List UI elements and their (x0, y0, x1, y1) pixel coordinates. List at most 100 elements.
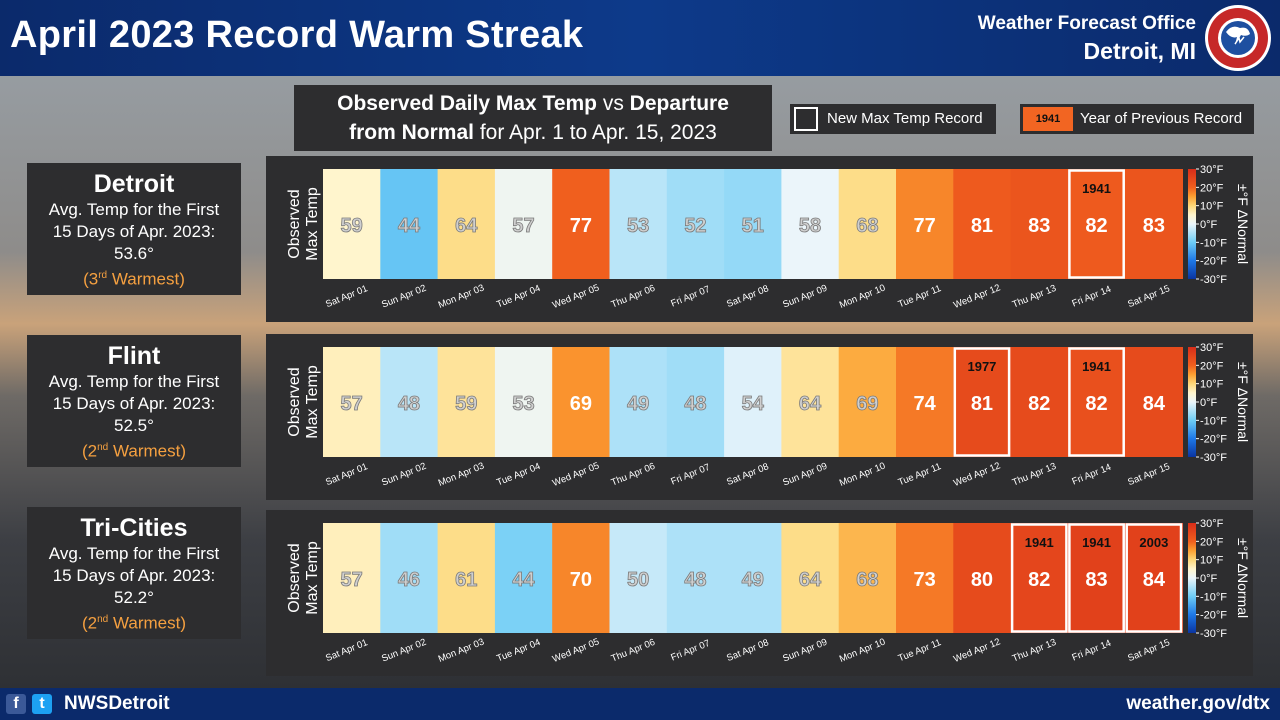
x-tick-label: Thu Apr 06 (610, 461, 657, 489)
subtitle-mid: vs (597, 92, 630, 115)
heatmap-cell (494, 347, 553, 457)
heatmap-cell (1010, 169, 1069, 279)
colorbar-tick-label: -20°F (1200, 434, 1227, 446)
cell-value-label: 68 (856, 215, 878, 237)
cell-value-label: 70 (570, 569, 592, 591)
rank-sup: nd (97, 614, 109, 625)
x-tick-label: Tue Apr 04 (495, 283, 542, 310)
y-axis-label: ObservedMax Temp (286, 365, 321, 439)
cell-value-label: 82 (1085, 215, 1107, 237)
rank-rest: Warmest) (107, 269, 185, 289)
rank-rest: Warmest) (108, 613, 186, 633)
heatmap-cell (896, 169, 954, 279)
city-box-tri-cities: Tri-Cities Avg. Temp for the First 15 Da… (27, 507, 241, 639)
cell-value-label: 77 (570, 215, 592, 237)
x-tick-label: Fri Apr 14 (1070, 462, 1112, 488)
record-box (1010, 523, 1068, 633)
previous-record-year: 1941 (1082, 359, 1111, 374)
cell-value-label: 48 (684, 569, 706, 591)
x-tick-label: Mon Apr 03 (437, 282, 486, 310)
heatmap-cell (896, 347, 954, 457)
x-tick-label: Sat Apr 01 (324, 637, 369, 664)
heatmap-cell (609, 169, 668, 279)
city-line2: 15 Days of Apr. 2023: (52, 222, 216, 241)
heatmap-cell (724, 169, 782, 279)
record-box (1068, 347, 1125, 457)
x-tick-label: Tue Apr 11 (897, 637, 943, 664)
heatmap-cell (609, 523, 668, 633)
previous-record-year: 1941 (1082, 181, 1111, 196)
office-location: Detroit, MI (1083, 38, 1196, 64)
heatmap-cell (781, 347, 840, 457)
nws-seal-logo (1205, 5, 1271, 71)
x-tick-label: Mon Apr 10 (838, 460, 887, 488)
twitter-icon[interactable]: t (32, 694, 52, 714)
heatmap-cell (552, 169, 610, 279)
y-axis-label: ObservedMax Temp (286, 187, 321, 261)
colorbar-tick-label: -30°F (1200, 274, 1227, 286)
rank-sup: nd (97, 442, 109, 453)
colorbar-tick-label: 20°F (1200, 360, 1224, 372)
legend-prev-year-sample: 1941 (1023, 107, 1073, 131)
cell-value-label: 81 (971, 393, 993, 415)
cell-value-label: 58 (799, 215, 821, 237)
heatmap-cell (838, 523, 897, 633)
rank-num: (2 (81, 441, 98, 461)
legend-new-record: New Max Temp Record (790, 104, 996, 134)
website-link[interactable]: weather.gov/dtx (1126, 693, 1270, 714)
city-name: Flint (107, 342, 161, 370)
heatmap-cell (666, 169, 725, 279)
x-tick-label: Fri Apr 07 (669, 284, 711, 310)
cell-value-label: 48 (398, 393, 420, 415)
heatmap-tri-cities: ObservedMax Temp 57 Sat Apr 01 46 Sun Apr 02… (286, 518, 1251, 665)
cell-value-label: 51 (742, 215, 764, 237)
heatmap-cell (380, 169, 439, 279)
cell-value-label: 49 (627, 393, 649, 415)
x-tick-label: Sun Apr 09 (781, 461, 829, 489)
heatmap-cell (437, 347, 496, 457)
social-handle[interactable]: NWSDetroit (64, 693, 170, 714)
heatmap-cell (838, 169, 897, 279)
cell-value-label: 59 (455, 393, 477, 415)
x-tick-label: Sun Apr 02 (380, 461, 428, 489)
heatmap-cell (1010, 347, 1069, 457)
record-box (1068, 169, 1125, 279)
cell-value-label: 44 (398, 215, 421, 237)
cell-value-label: 81 (971, 215, 993, 237)
city-avg-temp: 52.5° (114, 416, 154, 435)
x-tick-label: Wed Apr 12 (952, 636, 1002, 665)
cell-value-label: 64 (799, 393, 822, 415)
cell-value-label: 57 (341, 393, 363, 415)
legend-record-label: New Max Temp Record (827, 110, 983, 127)
heatmap-cell (1067, 169, 1126, 279)
y-axis-label-line: Observed (286, 367, 303, 436)
x-tick-label: Mon Apr 10 (838, 636, 887, 664)
x-tick-label: Mon Apr 10 (838, 282, 887, 310)
heatmap-flint: ObservedMax Temp 57 Sat Apr 01 48 Sun Apr 02… (286, 342, 1251, 489)
colorbar-tick-label: 20°F (1200, 536, 1224, 548)
y-axis-label-line: Max Temp (304, 365, 321, 439)
facebook-icon[interactable]: f (6, 694, 26, 714)
chart-panel-tri-cities: ObservedMax Temp 57 Sat Apr 01 46 Sun Apr 02… (266, 510, 1253, 676)
subtitle-bold-b: Departure (629, 92, 729, 115)
colorbar-tick-label: -10°F (1200, 237, 1227, 249)
heatmap-cell (781, 169, 840, 279)
colorbar-label: ±°F ΔNormal (1235, 184, 1251, 264)
chart-panel-detroit: ObservedMax Temp 59 Sat Apr 01 44 Sun Apr 02… (266, 156, 1253, 322)
x-tick-label: Sat Apr 08 (725, 461, 770, 488)
cell-value-label: 44 (512, 569, 535, 591)
heatmap-cell (437, 169, 496, 279)
cell-value-label: 73 (914, 569, 936, 591)
heatmap-cell (1010, 523, 1069, 633)
x-tick-label: Thu Apr 13 (1011, 283, 1058, 311)
heatmap-cell (666, 347, 725, 457)
cell-value-label: 69 (856, 393, 878, 415)
y-axis-label-line: Observed (286, 543, 303, 612)
heatmap-cell (953, 347, 1012, 457)
y-axis-label-line: Max Temp (304, 187, 321, 261)
x-tick-label: Thu Apr 06 (610, 637, 657, 665)
cell-value-label: 64 (455, 215, 478, 237)
chart-subtitle: Observed Daily Max Temp vs Departure fro… (294, 85, 772, 151)
x-tick-label: Wed Apr 05 (551, 636, 601, 665)
cell-value-label: 84 (1143, 569, 1166, 591)
